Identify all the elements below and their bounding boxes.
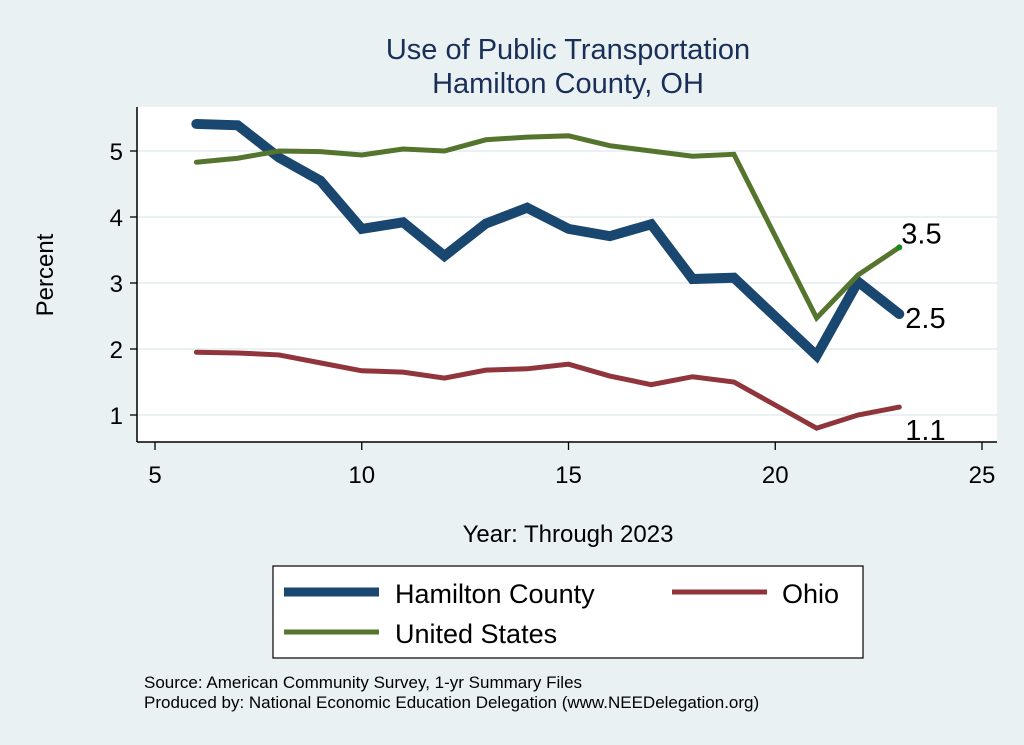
y-tick-label: 4 [110,205,123,232]
x-tick-label: 5 [148,462,161,489]
end-label-united-states: 3.5 [901,218,941,250]
y-ticks: 1 2 3 4 5 [110,139,137,430]
source-note: Source: American Community Survey, 1-yr … [144,673,582,692]
x-tick-label: 20 [762,462,789,489]
end-labels: 1.1 2.5 3.5 [901,218,945,447]
y-tick-label: 2 [110,337,123,364]
axes [136,107,997,443]
y-tick-label: 3 [110,271,123,298]
series-lines [191,118,905,431]
x-tick-label: 15 [555,462,582,489]
x-tick-label: 25 [969,462,996,489]
x-ticks: 5 10 15 20 25 [148,442,995,489]
end-label-ohio: 1.1 [905,415,945,447]
chart-subtitle: Hamilton County, OH [432,68,704,100]
legend-label-united-states: United States [395,619,557,649]
y-tick-label: 5 [110,139,123,166]
legend-label-hamilton-county: Hamilton County [395,579,595,609]
x-axis-label: Year: Through 2023 [463,521,674,548]
legend: Hamilton County Ohio United States [272,565,864,659]
chart-title: Use of Public Transportation [386,34,750,66]
legend-box [272,565,864,659]
plot-area [137,107,997,442]
end-label-hamilton-county: 2.5 [905,303,945,335]
x-tick-label: 10 [348,462,375,489]
y-axis-label: Percent [32,233,59,316]
legend-label-ohio: Ohio [782,579,839,609]
end-marker-united-states [896,244,903,251]
producer-note: Produced by: National Economic Education… [144,693,759,712]
y-tick-label: 1 [110,403,123,430]
